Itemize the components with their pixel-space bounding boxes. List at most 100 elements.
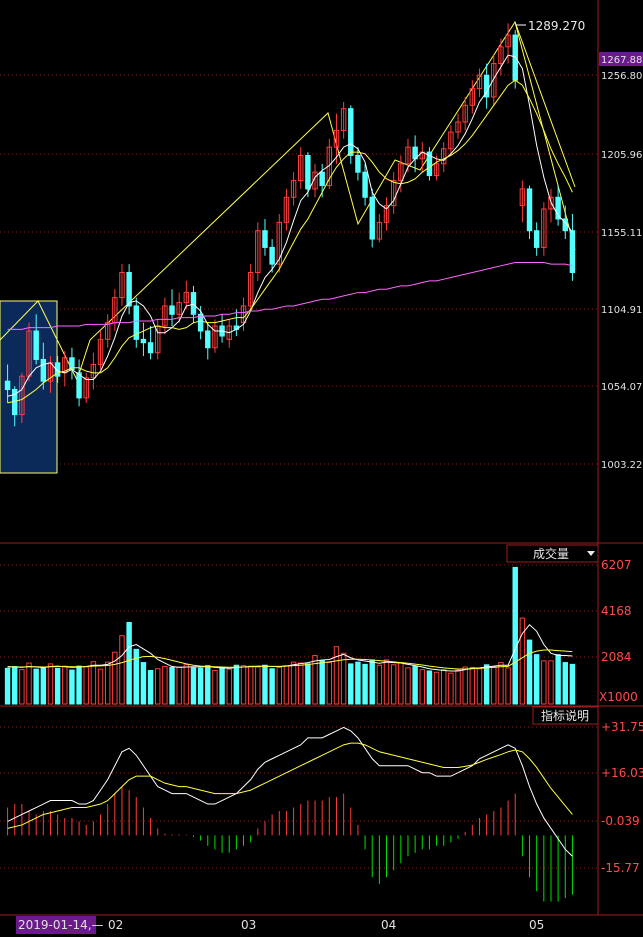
volume-bar	[512, 566, 518, 705]
candle-body	[555, 196, 561, 220]
volume-bar	[47, 663, 54, 705]
candle-body	[104, 322, 111, 340]
candle-body	[83, 377, 89, 399]
volume-bar	[412, 666, 418, 705]
candle-body	[533, 230, 540, 248]
moving-average-line	[7, 79, 573, 404]
candle-body	[312, 171, 318, 190]
candle-body	[498, 46, 504, 65]
candle-body	[483, 74, 490, 98]
candle-body	[390, 180, 397, 207]
indicator-selector[interactable]	[506, 544, 599, 563]
volume-bar	[262, 664, 268, 705]
volume-bar	[455, 669, 461, 705]
volume-bar	[97, 668, 104, 705]
volume-bar	[390, 664, 397, 705]
volume-bar	[69, 669, 75, 705]
macd-signal-line	[7, 742, 573, 829]
volume-bar	[562, 662, 568, 705]
cursor-date-tag	[16, 916, 96, 934]
candle-body	[305, 154, 311, 190]
macd-tick: +16.03	[601, 766, 643, 780]
volume-bar	[104, 661, 111, 705]
volume-bar	[398, 662, 404, 705]
volume-bar	[205, 665, 211, 705]
candle-body	[205, 330, 211, 349]
wave-trendline-upper	[0, 20, 576, 382]
volume-bar	[348, 663, 354, 705]
volume-bar	[541, 660, 547, 705]
candle-body	[469, 88, 476, 106]
volume-unit: X1000	[599, 690, 638, 704]
candle-body	[90, 363, 97, 379]
macd-tick: -15.77	[601, 861, 640, 875]
price-tick: 1155.113	[601, 228, 643, 239]
volume-bar	[491, 666, 497, 705]
volume-bar	[519, 617, 526, 705]
volume-bar	[433, 671, 440, 705]
volume-bar	[376, 664, 383, 705]
volume-bar	[441, 669, 447, 705]
grid-lines	[0, 74, 598, 869]
candle-body	[276, 221, 282, 265]
candle-body	[140, 338, 147, 344]
candle-body	[348, 108, 354, 156]
cursor-date-label: 2019-01-14,—	[18, 918, 104, 932]
volume-bar	[476, 668, 483, 705]
indicator-selector-label: 成交量	[533, 546, 569, 561]
volume-bar	[448, 672, 454, 705]
volume-bar	[505, 667, 511, 705]
volume-bar	[269, 668, 275, 705]
macd-tick: +31.75	[601, 720, 643, 734]
volume-bar	[326, 662, 333, 705]
candle-body	[255, 230, 261, 273]
candle-body	[176, 302, 182, 315]
volume-bar	[526, 639, 533, 705]
candle-body	[548, 196, 554, 210]
volume-bar	[333, 646, 340, 705]
candle-body	[119, 272, 125, 299]
candle-body	[426, 151, 433, 177]
volume-bar	[140, 662, 147, 705]
macd-signal-line	[7, 726, 573, 857]
volume-bar	[90, 661, 97, 705]
candle-body	[355, 154, 361, 173]
volume-bar	[469, 666, 476, 705]
volume-bar	[54, 667, 61, 705]
candle-body	[376, 221, 383, 240]
candle-body	[448, 131, 454, 150]
price-tick: 1205.960	[601, 150, 643, 161]
volume-bar	[383, 659, 390, 705]
candle-body	[298, 154, 304, 182]
volume-bar	[183, 664, 190, 705]
candle-body	[97, 338, 104, 365]
price-tick: 1256.806	[601, 71, 643, 82]
candle-body	[19, 375, 25, 416]
candle-body	[455, 121, 461, 133]
moving-average-line	[7, 261, 573, 330]
candlestick-layer	[4, 23, 576, 427]
candle-body	[333, 129, 340, 148]
candle-body	[290, 180, 297, 198]
wave-trendline-lower	[514, 21, 576, 251]
candle-body	[54, 362, 61, 377]
moving-average-line	[7, 54, 573, 397]
volume-bar	[226, 668, 232, 705]
volume-layer	[4, 566, 576, 705]
candle-body	[33, 330, 39, 360]
candle-body	[519, 188, 526, 207]
month-label: 03	[241, 918, 256, 932]
volume-bar	[19, 669, 25, 705]
caret-down-icon[interactable]	[587, 551, 595, 556]
volume-bar	[319, 659, 325, 705]
volume-bar	[133, 648, 139, 705]
candle-body	[340, 108, 347, 131]
volume-average-line	[7, 623, 573, 672]
volume-bar	[355, 661, 361, 705]
candle-body	[4, 380, 11, 391]
indicator-help-button[interactable]	[532, 706, 599, 725]
candle-body	[133, 305, 139, 340]
price-tick: 1054.072	[601, 382, 643, 393]
candle-body	[405, 146, 411, 165]
